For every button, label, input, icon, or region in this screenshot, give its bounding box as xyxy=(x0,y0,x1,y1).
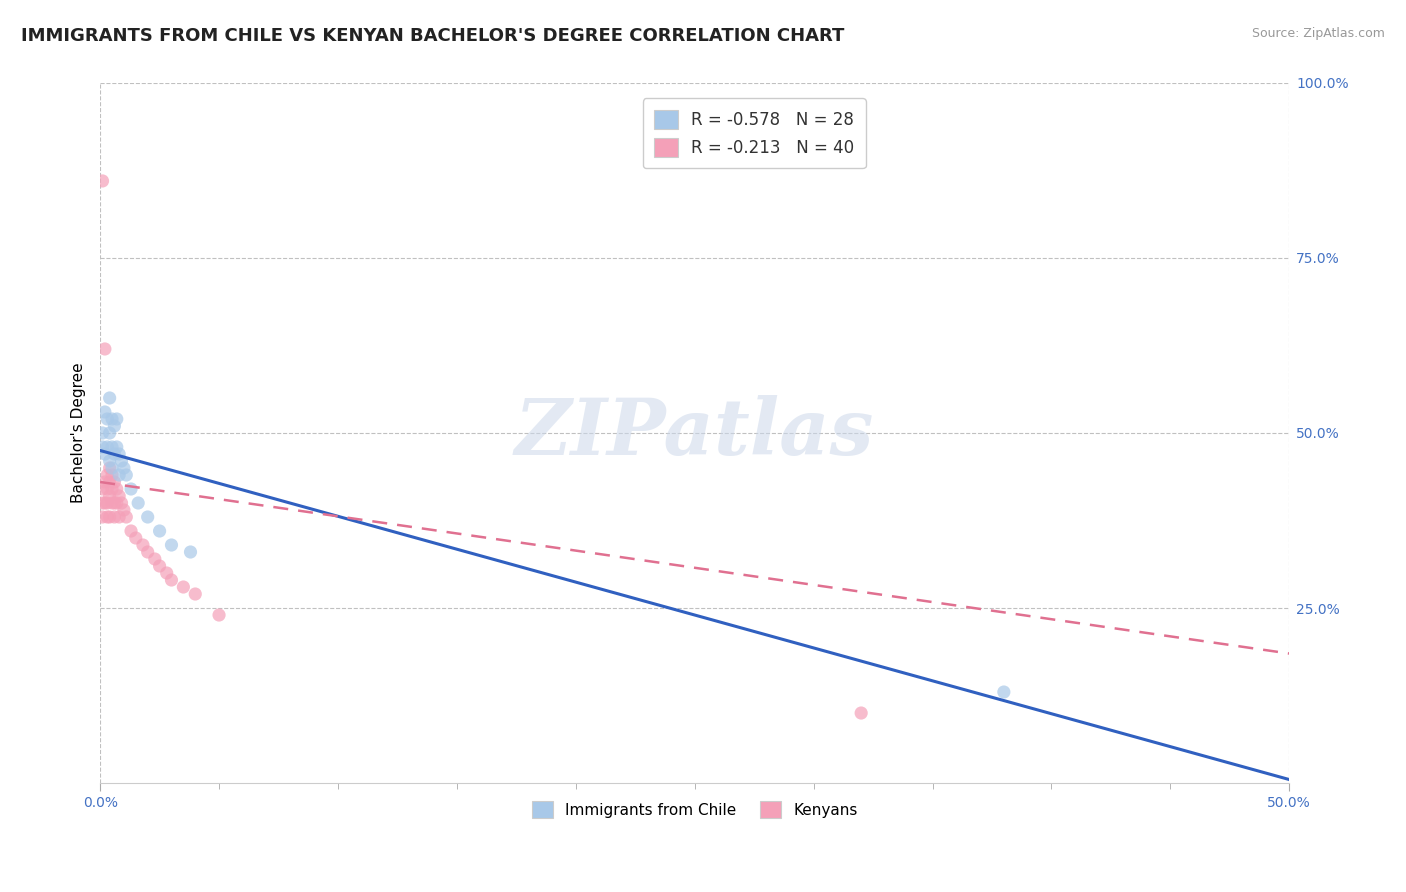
Point xyxy=(98,454,121,468)
Point xyxy=(101,468,124,483)
Point xyxy=(96,510,118,524)
Text: Source: ZipAtlas.com: Source: ZipAtlas.com xyxy=(1251,27,1385,40)
Point xyxy=(136,510,159,524)
Point xyxy=(98,489,121,503)
Point xyxy=(143,552,166,566)
Point xyxy=(101,440,124,454)
Point xyxy=(98,391,121,405)
Point xyxy=(98,475,121,489)
Point xyxy=(149,559,172,574)
Point xyxy=(101,496,124,510)
Point xyxy=(110,454,132,468)
Point xyxy=(108,510,131,524)
Point xyxy=(101,461,124,475)
Point xyxy=(98,461,121,475)
Point xyxy=(96,440,118,454)
Point xyxy=(91,440,114,454)
Legend: Immigrants from Chile, Kenyans: Immigrants from Chile, Kenyans xyxy=(526,795,863,824)
Point xyxy=(96,412,118,426)
Text: ZIPatlas: ZIPatlas xyxy=(515,395,875,471)
Point xyxy=(108,468,131,483)
Point xyxy=(125,531,148,545)
Point xyxy=(112,461,135,475)
Point xyxy=(91,510,114,524)
Point xyxy=(132,538,155,552)
Point xyxy=(156,566,179,580)
Point xyxy=(91,174,114,188)
Point xyxy=(993,685,1015,699)
Point xyxy=(110,496,132,510)
Point xyxy=(115,468,138,483)
Point xyxy=(105,440,128,454)
Point xyxy=(94,475,117,489)
Point xyxy=(101,412,124,426)
Point xyxy=(105,412,128,426)
Point xyxy=(172,580,194,594)
Point xyxy=(91,482,114,496)
Point xyxy=(108,489,131,503)
Point xyxy=(120,524,142,538)
Point xyxy=(94,405,117,419)
Point xyxy=(101,482,124,496)
Point xyxy=(136,545,159,559)
Point xyxy=(103,510,125,524)
Point xyxy=(115,510,138,524)
Point xyxy=(120,482,142,496)
Point xyxy=(96,482,118,496)
Point xyxy=(103,447,125,461)
Point xyxy=(208,607,231,622)
Text: IMMIGRANTS FROM CHILE VS KENYAN BACHELOR'S DEGREE CORRELATION CHART: IMMIGRANTS FROM CHILE VS KENYAN BACHELOR… xyxy=(21,27,845,45)
Point xyxy=(108,447,131,461)
Y-axis label: Bachelor's Degree: Bachelor's Degree xyxy=(72,363,86,503)
Point xyxy=(98,425,121,440)
Point xyxy=(160,538,183,552)
Point xyxy=(849,706,872,720)
Point xyxy=(98,510,121,524)
Point xyxy=(91,425,114,440)
Point xyxy=(149,524,172,538)
Point xyxy=(127,496,149,510)
Point xyxy=(105,482,128,496)
Point xyxy=(184,587,207,601)
Point xyxy=(112,503,135,517)
Point xyxy=(103,496,125,510)
Point xyxy=(160,573,183,587)
Point xyxy=(105,496,128,510)
Point xyxy=(94,342,117,356)
Point xyxy=(179,545,201,559)
Point xyxy=(103,475,125,489)
Point xyxy=(94,447,117,461)
Point xyxy=(94,496,117,510)
Point xyxy=(96,496,118,510)
Point xyxy=(96,468,118,483)
Point xyxy=(103,419,125,434)
Point xyxy=(91,496,114,510)
